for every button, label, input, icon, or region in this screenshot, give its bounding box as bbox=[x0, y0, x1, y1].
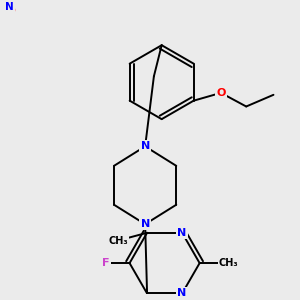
Text: CH₃: CH₃ bbox=[219, 258, 239, 268]
Text: O: O bbox=[216, 88, 226, 98]
Text: N: N bbox=[5, 2, 14, 12]
Text: N: N bbox=[178, 288, 187, 298]
Text: N: N bbox=[140, 141, 150, 152]
Text: N: N bbox=[140, 219, 150, 229]
Text: F: F bbox=[103, 258, 110, 268]
Text: CH₃: CH₃ bbox=[108, 236, 128, 246]
Text: N: N bbox=[5, 4, 14, 14]
Text: O: O bbox=[6, 5, 15, 16]
Text: N: N bbox=[178, 228, 187, 238]
